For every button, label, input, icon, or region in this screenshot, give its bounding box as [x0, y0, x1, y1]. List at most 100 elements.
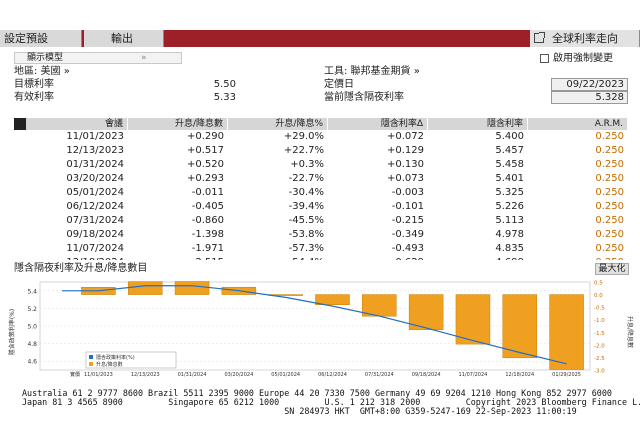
- effective-rate-label: 有效利率: [14, 92, 54, 103]
- table-cell: 06/12/2024: [66, 201, 124, 212]
- y2-tick-label: -2.0: [594, 343, 605, 349]
- column-header-arm[interactable]: A.R.M.: [528, 118, 628, 130]
- legend-swatch-line: [89, 355, 93, 359]
- table-cell: 0.250: [595, 201, 624, 212]
- implied-rate-input[interactable]: 5.328: [551, 91, 628, 104]
- table-cell: 0.250: [595, 229, 624, 240]
- x-tick-label: 01/31/2024: [178, 372, 207, 378]
- bar-hikes-cuts: [315, 294, 350, 306]
- table-cell: 5.457: [495, 145, 524, 156]
- table-cell: 5.458: [495, 159, 524, 170]
- external-link-icon: [534, 32, 545, 43]
- column-header-implied-rate-delta[interactable]: 隱含利率Δ: [328, 118, 428, 130]
- table-row[interactable]: 01/31/2024 +0.520 +0.3% +0.130 5.458 0.250: [14, 158, 628, 172]
- table-cell: -45.5%: [288, 215, 324, 226]
- table-cell: -0.860: [191, 215, 224, 226]
- table-cell: -1.398: [191, 229, 224, 240]
- x-tick-label: 01/29/2025: [552, 372, 581, 378]
- y-tick-label: 4.8: [27, 341, 37, 348]
- table-cell: -39.4%: [288, 201, 324, 212]
- table-cell: 0.250: [528, 256, 628, 260]
- table-cell: 09/18/2024: [66, 229, 124, 240]
- table-header: 會議 升息/降息數 升息/降息% 隱含利率Δ 隱含利率 A.R.M.: [14, 118, 628, 130]
- y2-tick-label: 0.0: [594, 293, 603, 299]
- rate-chart: 5.4 5.2 5.0 4.8 4.6 0.5 0.0 -0.5 -1.0 -1.5 -2.0 -2.…: [8, 281, 634, 379]
- region-selector[interactable]: 地區: 美國 »: [14, 66, 70, 77]
- table-cell: 5.325: [495, 187, 524, 198]
- table-cell: 5.113: [495, 215, 524, 226]
- chart-title: 隱含隔夜利率及升息/降息數目: [14, 263, 148, 274]
- y2-tick-label: -1.0: [594, 318, 605, 324]
- table-cell: -0.101: [391, 201, 424, 212]
- table-cell: 0.250: [595, 243, 624, 254]
- table-cell: 5.226: [495, 201, 524, 212]
- y-tick-label: 5.4: [27, 288, 37, 295]
- x-tick-label: 12/18/2024: [505, 372, 534, 378]
- table-cell: -57.3%: [288, 243, 324, 254]
- table-cell: -0.215: [391, 215, 424, 226]
- x-tick-label: 06/12/2024: [318, 372, 347, 378]
- y2-tick-label: -3.0: [594, 369, 605, 375]
- model-button-label: 顯示模型: [27, 53, 64, 63]
- x-tick-label: 11/07/2024: [459, 372, 488, 378]
- target-rate-label: 目標利率: [14, 79, 54, 90]
- global-rates-tab[interactable]: 全球利率走向: [530, 30, 640, 47]
- table-cell: 07/31/2024: [66, 215, 124, 226]
- x-tick-label: 07/31/2024: [365, 372, 394, 378]
- column-header-meeting[interactable]: 會議: [26, 118, 128, 130]
- y2-axis-label: 升息/降息數: [626, 316, 634, 348]
- table-row[interactable]: 12/18/2024-2.515-54.4%-0.6294.6990.250: [14, 256, 628, 260]
- table-cell: 0.250: [595, 131, 624, 142]
- table-cell: +0.517: [186, 145, 224, 156]
- y2-tick-label: -2.5: [594, 356, 605, 362]
- export-tab[interactable]: 輸出: [84, 30, 164, 47]
- implied-rate-label: 當前隱含隔夜利率: [324, 92, 404, 103]
- settings-tab[interactable]: 設定預設: [0, 30, 82, 47]
- table-cell: 11/07/2024: [66, 243, 124, 254]
- x-tick-label: 實價: [70, 371, 80, 378]
- x-tick-label: 11/01/2023: [84, 372, 113, 378]
- table-cell: 0.250: [595, 145, 624, 156]
- table-row[interactable]: 07/31/2024 -0.860 -45.5% -0.215 5.113 0.250: [14, 214, 628, 228]
- column-header-hikes-cuts-pct[interactable]: 升息/降息%: [228, 118, 328, 130]
- bar-hikes-cuts: [408, 294, 444, 330]
- table-row[interactable]: 09/18/2024 -1.398 -53.8% -0.349 4.978 0.250: [14, 228, 628, 242]
- footer-line-2: Japan 81 3 4565 8900 Singapore 65 6212 1…: [22, 397, 640, 407]
- x-tick-label: 09/18/2024: [412, 372, 441, 378]
- model-button[interactable]: 顯示模型 »: [14, 52, 182, 64]
- table-row[interactable]: 05/01/2024 -0.011 -30.4% -0.003 5.325 0.250: [14, 186, 628, 200]
- table-cell: -0.405: [191, 201, 224, 212]
- table-cell: -22.7%: [288, 173, 324, 184]
- implied-rate-line: [62, 285, 567, 365]
- y2-tick-label: 0.5: [594, 281, 603, 287]
- footer-line-3: SN 284973 HKT GMT+8:00 G359-5247-169 22-…: [22, 406, 577, 416]
- y-axis-label: 隱含政策利率(%): [8, 309, 16, 355]
- instrument-selector[interactable]: 工具: 聯邦基金期貨 »: [324, 66, 420, 77]
- table-cell: 0.250: [595, 215, 624, 226]
- force-change-label: 啟用強制變更: [553, 53, 613, 64]
- table-cell: +0.3%: [290, 159, 324, 170]
- column-header-hikes-cuts[interactable]: 升息/降息數: [128, 118, 228, 130]
- maximize-button[interactable]: 最大化: [595, 263, 629, 275]
- pricing-date-input[interactable]: 09/22/2023: [551, 78, 628, 91]
- table-row[interactable]: 11/01/2023 +0.290 +29.0% +0.072 5.400 0.250: [14, 130, 628, 144]
- bar-hikes-cuts: [455, 294, 491, 345]
- table-cell: +0.073: [386, 173, 424, 184]
- bar-hikes-cuts: [502, 294, 538, 359]
- pricing-date-label: 定價日: [324, 79, 354, 90]
- table-row[interactable]: 06/12/2024 -0.405 -39.4% -0.101 5.226 0.250: [14, 200, 628, 214]
- legend-label-rate: 隱含政策利率(%): [96, 354, 135, 361]
- legend-label-hikes: 升息/降息數: [96, 361, 123, 368]
- bar-hikes-cuts: [549, 294, 584, 370]
- table-cell: 0.250: [595, 173, 624, 184]
- table-cell: +29.0%: [283, 131, 324, 142]
- table-cell: -1.971: [191, 243, 224, 254]
- table-row[interactable]: 12/13/2023 +0.517 +22.7% +0.129 5.457 0.250: [14, 144, 628, 158]
- meeting-table: 會議 升息/降息數 升息/降息% 隱含利率Δ 隱含利率 A.R.M. 11/01…: [14, 118, 628, 260]
- table-row[interactable]: 03/20/2024 +0.293 -22.7% +0.073 5.401 0.250: [14, 172, 628, 186]
- column-header-implied-rate[interactable]: 隱含利率: [428, 118, 528, 130]
- table-cell: -2.515: [128, 256, 228, 260]
- force-change-checkbox[interactable]: [540, 54, 549, 63]
- table-cell: 4.978: [495, 229, 524, 240]
- table-row[interactable]: 11/07/2024 -1.971 -57.3% -0.493 4.835 0.250: [14, 242, 628, 256]
